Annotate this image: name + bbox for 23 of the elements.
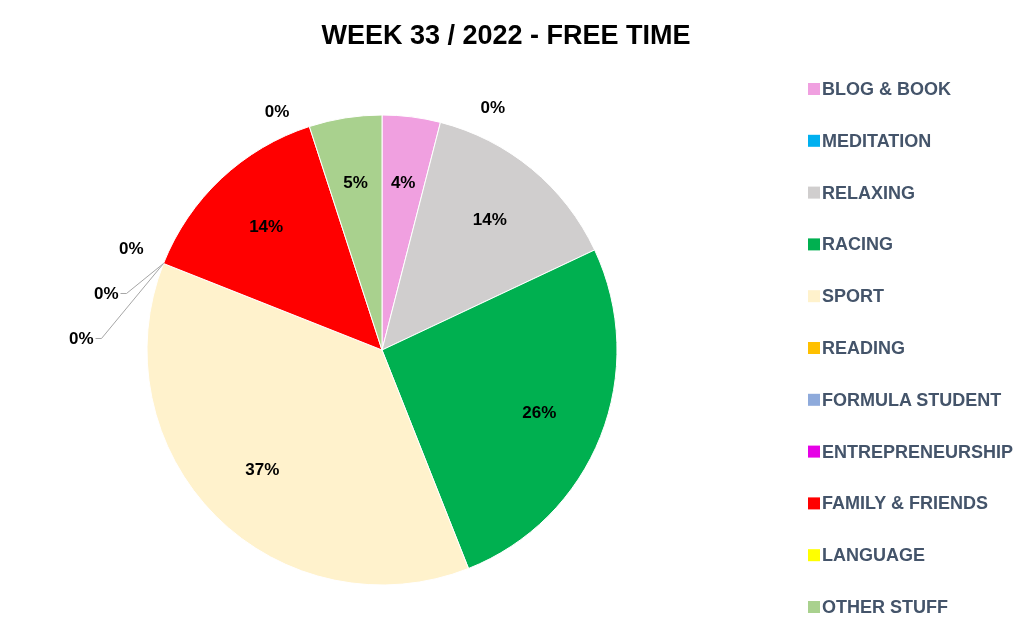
data-label: 37% — [245, 460, 280, 480]
text: 0% — [93, 283, 119, 303]
legend-label: MEDITATION — [822, 130, 932, 151]
data-label: 14% — [472, 210, 507, 230]
chart-title: WEEK 33 / 2022 - FREE TIME — [321, 20, 691, 50]
text: 0% — [68, 328, 94, 348]
legend-label: RACING — [822, 234, 893, 255]
data-label: 4% — [390, 172, 416, 192]
data-label: 14% — [249, 217, 284, 237]
legend-label: RELAXING — [822, 182, 916, 203]
text: 0% — [264, 102, 290, 121]
legend-label: SPORT — [822, 286, 885, 307]
legend-label: BLOG & BOOK — [822, 79, 951, 99]
legend-label: OTHER STUFF — [822, 597, 948, 617]
legend-label: FORMULA STUDENT — [822, 389, 1002, 410]
legend-label: FAMILY & FRIENDS — [822, 493, 989, 514]
legend-label: READING — [822, 338, 906, 358]
legend-label: LANGUAGE — [822, 545, 925, 566]
text: 0% — [480, 97, 506, 117]
data-label: 5% — [343, 173, 368, 193]
text: 0% — [118, 238, 144, 258]
legend-label: ENTREPRENEURSHIP — [822, 441, 1014, 462]
data-label: 26% — [522, 402, 557, 422]
